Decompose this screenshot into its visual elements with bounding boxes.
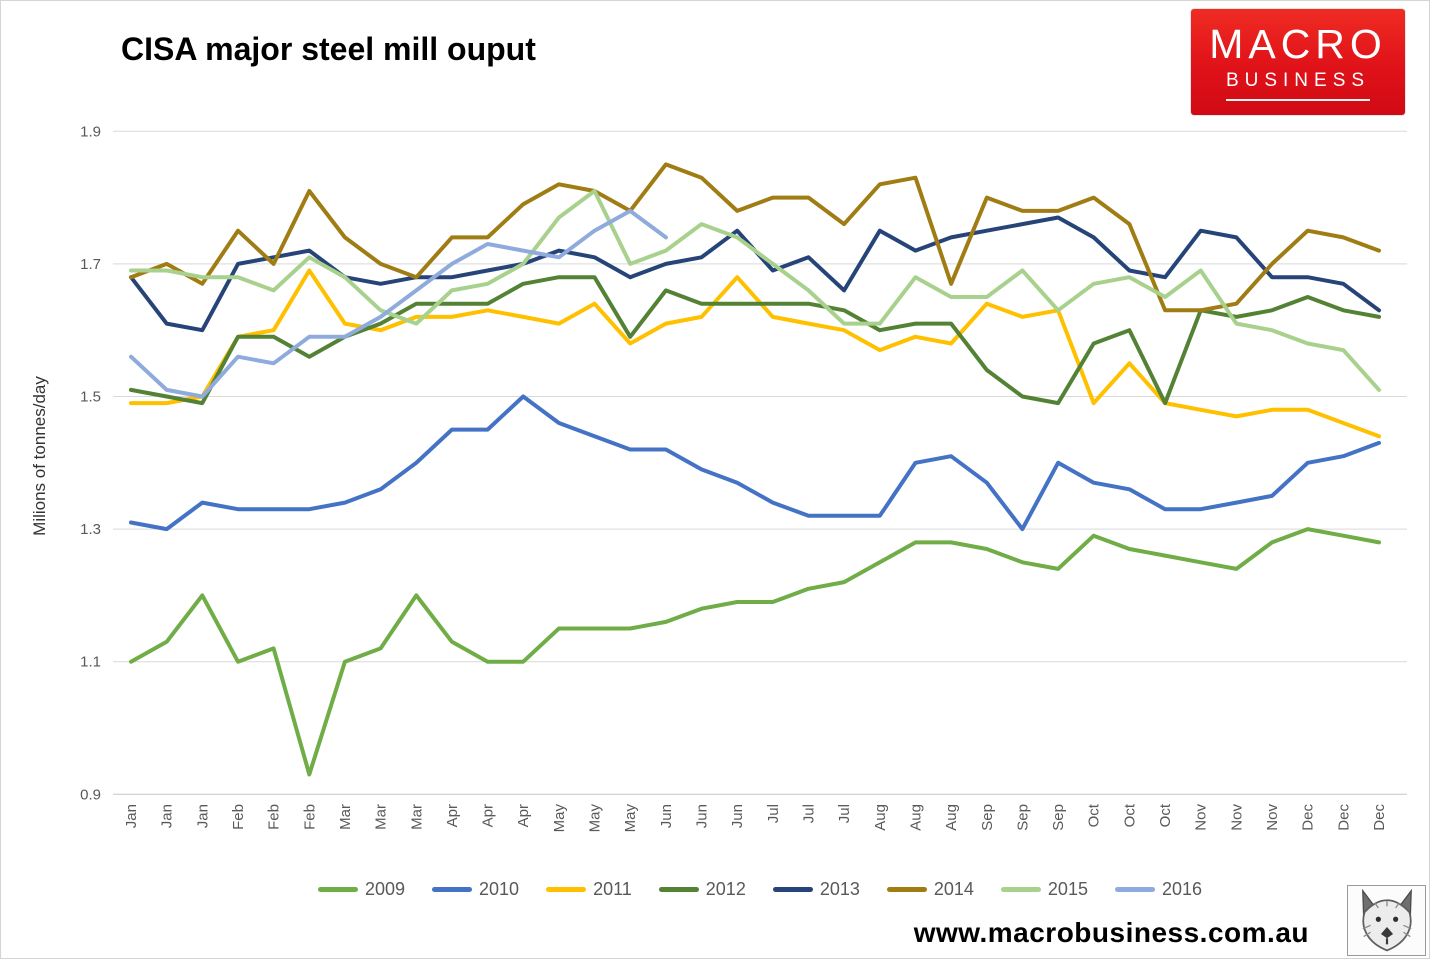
legend-label-2013: 2013 bbox=[819, 878, 860, 899]
x-tick-label: Nov bbox=[1264, 804, 1281, 831]
legend-label-2011: 2011 bbox=[593, 878, 632, 899]
x-tick-label: Feb bbox=[266, 804, 283, 830]
x-tick-label: Jul bbox=[836, 804, 853, 823]
x-tick-label: Oct bbox=[1121, 803, 1138, 827]
x-tick-label: Nov bbox=[1228, 804, 1245, 831]
x-tick-label: Mar bbox=[337, 804, 354, 830]
x-tick-label: Jan bbox=[123, 804, 140, 828]
series-line-2013 bbox=[129, 215, 1381, 333]
y-tick-label: 1.5 bbox=[80, 389, 101, 406]
wolf-sketch-drawing bbox=[1361, 888, 1412, 951]
x-tick-label: Dec bbox=[1371, 804, 1388, 831]
x-tick-label: Oct bbox=[1086, 803, 1103, 827]
legend-swatch-2014 bbox=[886, 886, 927, 892]
y-tick-label: 1.3 bbox=[80, 521, 101, 538]
legend-label-2009: 2009 bbox=[364, 878, 406, 899]
y-tick-label: 1.1 bbox=[80, 654, 101, 671]
x-tick-label: Jun bbox=[694, 804, 711, 828]
legend-item-2016: 2016 bbox=[1114, 878, 1203, 900]
x-tick-label: Feb bbox=[230, 804, 247, 830]
legend-label-2014: 2014 bbox=[933, 878, 974, 899]
legend-item-2013: 2013 bbox=[772, 878, 860, 900]
legend-swatch-2011 bbox=[546, 886, 587, 892]
legend-label-2015: 2015 bbox=[1047, 878, 1088, 899]
x-tick-label: Mar bbox=[408, 804, 425, 830]
x-tick-label: Apr bbox=[480, 804, 497, 827]
legend-swatch-2013 bbox=[772, 886, 813, 892]
x-tick-label: Jun bbox=[658, 804, 675, 828]
x-tick-label: Aug bbox=[872, 804, 889, 831]
x-tick-label: May bbox=[587, 804, 604, 833]
x-tick-label: Apr bbox=[444, 804, 461, 827]
x-tick-label: May bbox=[551, 804, 568, 833]
legend-swatch-2012 bbox=[658, 886, 699, 892]
x-tick-label: Mar bbox=[373, 804, 390, 830]
footer-url: www.macrobusiness.com.au bbox=[913, 917, 1309, 948]
legend-label-2012: 2012 bbox=[705, 878, 746, 899]
x-tick-label: Dec bbox=[1300, 804, 1317, 831]
y-axis-title: Milions of tonnes/day bbox=[30, 376, 49, 536]
x-tick-label: Apr bbox=[515, 804, 532, 827]
chart-title: CISA major steel mill ouput bbox=[121, 31, 536, 67]
wolf-sketch-icon bbox=[1347, 885, 1426, 956]
macrobusiness-logo: MACRO BUSINESS bbox=[1191, 9, 1405, 115]
series-line-2011 bbox=[129, 268, 1381, 439]
x-tick-label: Aug bbox=[943, 804, 960, 831]
x-tick-label: Jan bbox=[159, 804, 176, 828]
x-tick-label: Jul bbox=[801, 804, 818, 823]
legend-item-2014: 2014 bbox=[886, 878, 974, 900]
x-tick-label: Jul bbox=[765, 804, 782, 823]
legend-swatch-2016 bbox=[1114, 886, 1155, 892]
y-tick-label: 1.9 bbox=[80, 123, 101, 140]
x-tick-label: Feb bbox=[301, 804, 318, 830]
legend-label-2016: 2016 bbox=[1161, 878, 1203, 899]
series-line-2016 bbox=[129, 208, 668, 399]
series-line-2014 bbox=[129, 162, 1381, 313]
legend-swatch-2010 bbox=[432, 886, 473, 892]
x-tick-label: Jan bbox=[194, 804, 211, 828]
series-line-2012 bbox=[129, 275, 1381, 406]
legend-item-2011: 2011 bbox=[546, 879, 632, 900]
legend-swatch-2015 bbox=[1000, 886, 1041, 892]
legend-item-2015: 2015 bbox=[1000, 878, 1088, 900]
logo-text-business: BUSINESS bbox=[1225, 70, 1371, 101]
y-tick-label: 1.7 bbox=[80, 256, 101, 273]
x-tick-label: May bbox=[622, 804, 639, 833]
x-tick-label: Nov bbox=[1193, 804, 1210, 831]
legend-item-2012: 2012 bbox=[658, 878, 746, 900]
series-line-2009 bbox=[129, 527, 1381, 777]
x-tick-label: Aug bbox=[908, 804, 925, 831]
x-tick-label: Sep bbox=[1014, 804, 1031, 831]
x-tick-label: Sep bbox=[1050, 804, 1067, 831]
x-tick-label: Dec bbox=[1335, 804, 1352, 831]
series-line-2015 bbox=[129, 189, 1381, 392]
logo-text-macro: MACRO bbox=[1209, 21, 1387, 68]
legend-swatch-2009 bbox=[317, 886, 358, 892]
legend-item-2010: 2010 bbox=[432, 879, 519, 900]
x-tick-label: Jun bbox=[729, 804, 746, 828]
y-tick-label: 0.9 bbox=[80, 786, 101, 803]
series-line-2010 bbox=[129, 394, 1381, 532]
x-tick-label: Oct bbox=[1157, 803, 1174, 827]
x-tick-label: Sep bbox=[979, 804, 996, 831]
legend-item-2009: 2009 bbox=[317, 878, 406, 900]
chart-legend: 2009 2010 2011 2012 2013 2014 2015 2016 bbox=[113, 874, 1407, 904]
legend-label-2010: 2010 bbox=[479, 878, 520, 899]
